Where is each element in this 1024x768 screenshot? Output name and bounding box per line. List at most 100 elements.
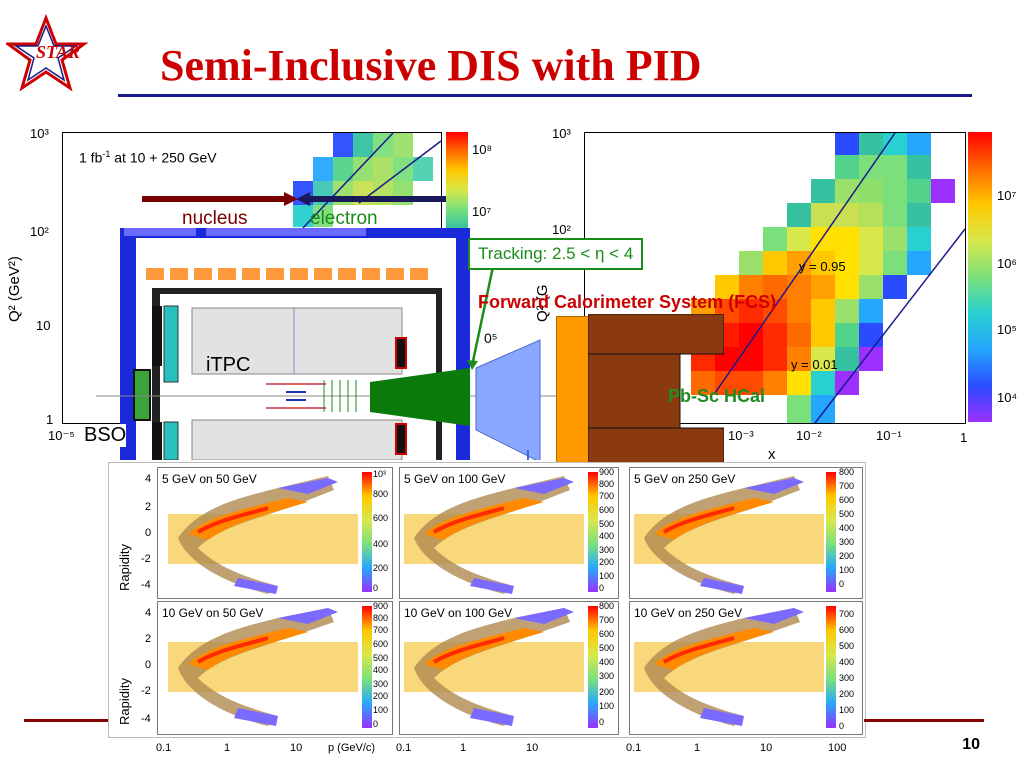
scale-tick: 400 [373, 539, 389, 549]
scale-tick: 200 [839, 689, 855, 699]
rapidity-ytick-0-bot: 0 [145, 659, 152, 671]
line-label-y095: y = 0.95 [799, 259, 846, 274]
page-title: Semi-Inclusive DIS with PID [160, 41, 702, 90]
luminosity-sup: -1 [102, 149, 111, 159]
panel-label: 5 GeV on 100 GeV [404, 472, 506, 486]
right-xtick-1: 10⁻³ [728, 428, 754, 443]
bso-label: BSO [84, 424, 127, 447]
scale-tick: 500 [839, 509, 855, 519]
p-xtick-c1-3: 10 [290, 742, 303, 754]
scale-tick: 600 [599, 629, 615, 639]
rapidity-ytick-m4-bot: -4 [141, 713, 151, 725]
rapidity-panel-10on250: 10 GeV on 250 GeV [629, 601, 863, 735]
scale-tick: 100 [599, 701, 615, 711]
panel-label: 10 GeV on 250 GeV [634, 606, 743, 620]
scale-tick: 100 [373, 705, 389, 715]
rapidity-heatmap [644, 608, 804, 726]
logo-text: STAR [36, 42, 81, 62]
fcs-label: Forward Calorimeter System (FCS) [478, 292, 777, 312]
right-xtick-2: 10⁻² [796, 428, 822, 443]
rapidity-ytick-4-bot: 4 [145, 607, 152, 619]
scale-tick: 0 [839, 721, 845, 731]
hcal-graphic [587, 313, 725, 465]
p-xtick-c3-3: 10 [760, 742, 773, 754]
scale-tick: 600 [839, 625, 855, 635]
rapidity-panel-5on50: 5 GeV on 50 GeV [157, 467, 393, 599]
scale-tick: 500 [839, 641, 855, 651]
rapidity-heatmap [414, 476, 574, 594]
scale-tick: 400 [839, 657, 855, 667]
colorbar-left [446, 132, 468, 228]
right-ytick-partial-1: 0⁵ [484, 330, 498, 346]
hcal-label: Pb-Sc HCal [668, 386, 766, 406]
p-xlabel: p (GeV/c) [328, 742, 376, 754]
panel-colorbar [826, 472, 836, 592]
rapidity-ytick-4-top: 4 [145, 473, 152, 485]
scale-tick: 800 [839, 467, 855, 477]
luminosity-label: 1 fb-1 at 10 + 250 GeV [79, 149, 217, 166]
p-xtick-c3-2: 1 [694, 742, 701, 754]
scale-tick: 700 [839, 481, 855, 491]
p-xtick-c3-1: 0.1 [626, 742, 642, 754]
scale-tick: 100 [839, 705, 855, 715]
scale-tick: 200 [599, 687, 615, 697]
scale-tick: 200 [599, 557, 615, 567]
scale-tick: 800 [373, 489, 389, 499]
left-y-axis-label: Q² (GeV²) [6, 256, 23, 322]
rapidity-ytick-m2-bot: -2 [141, 685, 151, 697]
scale-tick: 900 [599, 467, 615, 477]
colorbar-right [968, 132, 992, 422]
panel-label: 5 GeV on 50 GeV [162, 472, 257, 486]
scale-tick: 600 [373, 639, 389, 649]
scale-tick: 400 [599, 531, 615, 541]
rapidity-ytick-m4-top: -4 [141, 579, 151, 591]
left-ytick-10: 10 [36, 318, 51, 333]
scale-tick: 300 [599, 671, 615, 681]
rapidity-heatmap [178, 476, 338, 594]
scale-tick: 700 [599, 491, 615, 501]
rapidity-y-label-bottom: Rapidity [117, 678, 132, 725]
rapidity-panel-10on50: 10 GeV on 50 GeV [157, 601, 393, 735]
panel-colorbar [588, 606, 598, 728]
scale-tick: 100 [599, 571, 615, 581]
rapidity-panel-5on100: 5 GeV on 100 GeV [399, 467, 619, 599]
fcs-hcal-block [587, 313, 725, 465]
scale-tick: 400 [839, 523, 855, 533]
scale-tick: 600 [599, 505, 615, 515]
p-xtick-c2-1: 0.1 [396, 742, 412, 754]
scale-tick: 500 [373, 653, 389, 663]
colorbar-left-tick-1: 10⁸ [472, 142, 492, 157]
scale-tick: 900 [373, 601, 389, 611]
detector-diagram: nucleus electron iTPC BSO [84, 190, 566, 463]
rapidity-panel-5on250: 5 GeV on 250 GeV [629, 467, 863, 599]
title-underline [118, 94, 972, 97]
scale-tick: 800 [373, 613, 389, 623]
rapidity-ytick-2-top: 2 [145, 501, 152, 513]
colorbar-left-tick-2: 10⁷ [472, 204, 492, 219]
right-x-axis-label: x [768, 446, 776, 463]
colorbar-right-tick-4: 10⁴ [997, 390, 1018, 405]
luminosity-suffix: at 10 + 250 GeV [110, 149, 217, 166]
scale-tick: 0 [599, 583, 605, 593]
scale-tick: 700 [839, 609, 855, 619]
q2-plot-right: y = 0.95 y = 0.01 [584, 132, 966, 424]
footer-rule-left [24, 719, 108, 722]
scale-tick: 300 [599, 545, 615, 555]
star-icon [3, 13, 89, 92]
panel-label: 5 GeV on 250 GeV [634, 472, 736, 486]
scale-tick: 400 [599, 657, 615, 667]
scale-tick: 10³ [373, 469, 387, 479]
colorbar-right-tick-1: 10⁷ [997, 188, 1017, 203]
scale-tick: 600 [373, 513, 389, 523]
panel-colorbar [588, 472, 598, 592]
right-xtick-3: 10⁻¹ [876, 428, 902, 443]
electron-label: electron [310, 208, 378, 229]
scale-tick: 0 [599, 717, 605, 727]
panel-colorbar [362, 472, 372, 592]
scale-tick: 800 [599, 479, 615, 489]
scale-tick: 300 [373, 679, 389, 689]
panel-label: 10 GeV on 100 GeV [404, 606, 513, 620]
fcs-ecal-block [556, 316, 590, 466]
line-label-y001: y = 0.01 [791, 357, 838, 372]
rapidity-y-label-top: Rapidity [117, 544, 132, 591]
